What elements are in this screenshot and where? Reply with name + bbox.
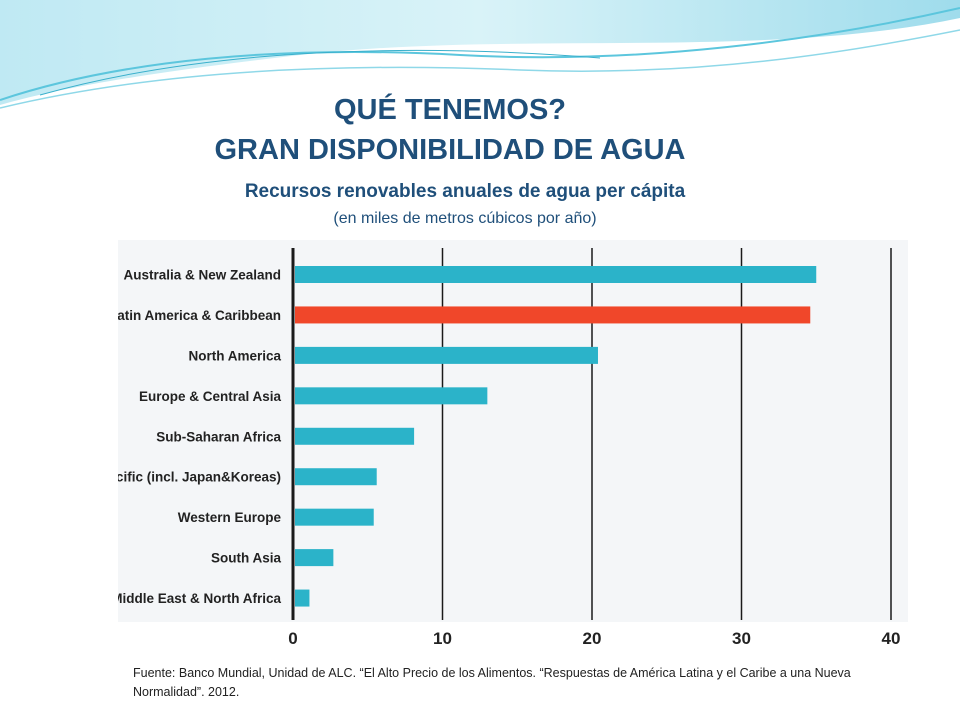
slide-title-line2: GRAN DISPONIBILIDAD DE AGUA bbox=[214, 134, 686, 166]
category-label: Australia & New Zealand bbox=[123, 268, 281, 283]
bar bbox=[295, 589, 310, 607]
chart-subtitle: (en miles de metros cúbicos por año) bbox=[333, 210, 597, 227]
slide-title-line1: QUÉ TENEMOS? bbox=[333, 94, 566, 126]
bar bbox=[295, 468, 377, 486]
bar bbox=[295, 306, 811, 324]
bar bbox=[295, 387, 488, 405]
bar bbox=[295, 549, 334, 567]
x-tick-label: 30 bbox=[732, 629, 751, 648]
bar bbox=[295, 427, 415, 445]
category-label: Sub-Saharan Africa bbox=[156, 429, 281, 444]
source-note: Fuente: Banco Mundial, Unidad de ALC. “E… bbox=[133, 666, 851, 699]
chart-title: Recursos renovables anuales de agua per … bbox=[244, 181, 686, 202]
category-label: Latin America & Caribbean bbox=[118, 308, 281, 323]
category-label: Western Europe bbox=[178, 510, 282, 525]
x-tick-label: 0 bbox=[288, 629, 297, 648]
x-tick-label: 10 bbox=[433, 629, 452, 648]
category-label: Middle East & North Africa bbox=[118, 591, 281, 606]
x-tick-label: 20 bbox=[583, 629, 602, 648]
bar-chart: 0 10 20 30 40 Australia & New Zealand Latin Am… bbox=[22, 240, 908, 650]
category-label: East Asia & Pacific (incl. Japan&Koreas) bbox=[118, 470, 281, 485]
category-label: South Asia bbox=[211, 551, 281, 566]
decorative-wave-header bbox=[0, 0, 960, 109]
category-label: Europe & Central Asia bbox=[139, 389, 282, 404]
x-tick-label: 40 bbox=[882, 629, 901, 648]
plot-background bbox=[118, 240, 908, 622]
bar bbox=[295, 508, 374, 526]
bar bbox=[295, 346, 598, 364]
bar bbox=[295, 266, 817, 283]
category-label: North America bbox=[188, 348, 281, 363]
bar-chart-svg: 0 10 20 30 40 Australia & New Zealand Latin Am… bbox=[22, 240, 908, 648]
